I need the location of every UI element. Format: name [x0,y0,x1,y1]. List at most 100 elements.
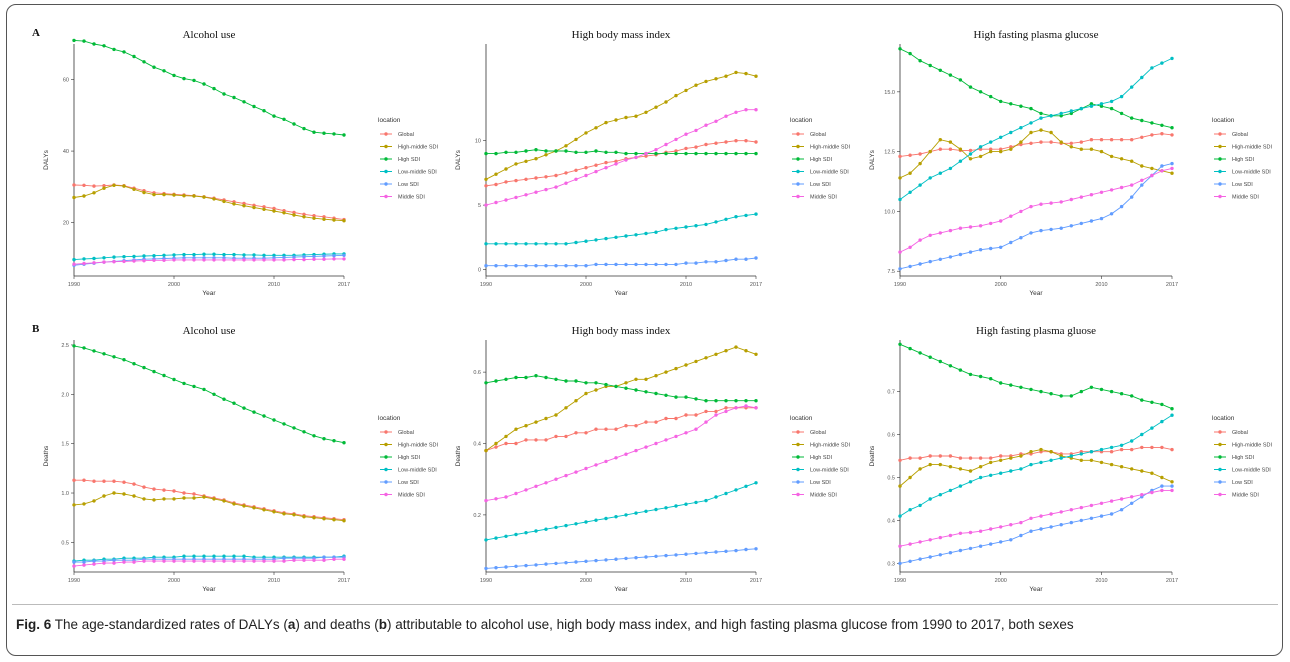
data-point [252,205,256,210]
data-point [162,488,166,492]
data-point [554,264,558,268]
x-tick-label: 2010 [268,282,280,288]
series-low-sdi [898,484,1174,566]
data-point [604,120,608,125]
data-point [1160,419,1164,424]
data-point [1099,387,1104,392]
x-tick-label: 2010 [680,578,692,584]
legend-title: location [1212,117,1235,124]
data-point [1039,116,1043,120]
data-point [989,94,993,99]
data-point [704,260,708,264]
data-point [604,236,608,241]
data-point [182,554,186,558]
legend-marker [384,480,388,484]
legend-entry: Low SDI [810,182,831,188]
data-point [624,151,628,156]
data-point [1140,75,1144,80]
data-point [989,542,993,546]
data-point [664,393,668,397]
chart-panel-2: High body mass index 0 5 10 1990 2000 2010 2017… [455,29,851,297]
series-low-middle-sdi [484,481,758,542]
data-point [978,154,983,159]
data-point [654,507,658,512]
data-point [1069,508,1074,512]
data-point [132,494,136,498]
data-point [594,427,598,431]
data-point [1049,130,1053,135]
data-point [968,546,973,551]
data-point [544,562,548,566]
data-point [222,397,226,401]
data-point [1089,219,1094,223]
data-point [614,384,618,389]
x-tick-label: 2017 [1166,282,1178,288]
data-point [1140,178,1144,182]
y-tick-label: 0.6 [473,370,481,376]
data-point [322,215,326,219]
legend-entry: High SDI [1232,455,1254,461]
data-point [978,90,983,94]
data-point [302,255,306,259]
data-point [1009,147,1013,151]
data-point [634,424,638,428]
data-point [272,253,276,257]
data-point [544,416,548,421]
data-point [212,86,216,91]
data-point [999,99,1003,104]
data-point [312,130,316,134]
data-point [978,248,983,252]
data-point [292,255,296,259]
data-point [918,351,922,355]
data-point [574,399,578,403]
data-point [342,519,346,523]
y-tick-label: 20 [63,220,69,226]
data-point [1170,480,1174,484]
series-line [899,133,1173,157]
data-point [614,162,618,166]
data-point [202,82,206,86]
data-point [1069,145,1074,149]
data-point [999,149,1003,154]
data-point [644,420,648,424]
series-line [73,555,345,562]
y-tick-label: 0.3 [887,561,895,567]
data-point [584,559,588,563]
data-point [1039,140,1043,144]
data-point [1119,157,1124,161]
legend-marker [1218,157,1222,161]
data-point [754,352,758,356]
data-point [524,242,528,246]
data-point [1009,130,1013,135]
data-point [112,183,116,187]
data-point [202,554,206,558]
data-point [1099,149,1104,154]
data-point [918,183,922,187]
data-point [92,184,96,188]
data-point [302,257,306,262]
data-point [744,151,748,156]
data-point [1069,394,1074,398]
data-point [684,502,688,506]
data-point [654,441,658,446]
data-point [1049,114,1053,118]
data-point [292,558,296,562]
series-high-sdi [72,344,346,445]
data-point [968,148,973,153]
data-point [908,190,912,194]
data-point [1089,458,1094,462]
data-point [1109,389,1114,394]
data-point [1130,501,1134,505]
data-point [989,460,993,465]
data-point [494,497,498,501]
x-tick-label: 2000 [168,578,180,584]
legend-entry: Low-middle SDI [1232,170,1271,176]
data-point [514,242,518,246]
data-point [1109,512,1114,516]
data-point [182,381,186,386]
data-point [1109,99,1114,104]
data-point [1130,495,1134,499]
data-point [584,264,588,268]
series-line [485,548,757,569]
data-point [574,560,578,564]
